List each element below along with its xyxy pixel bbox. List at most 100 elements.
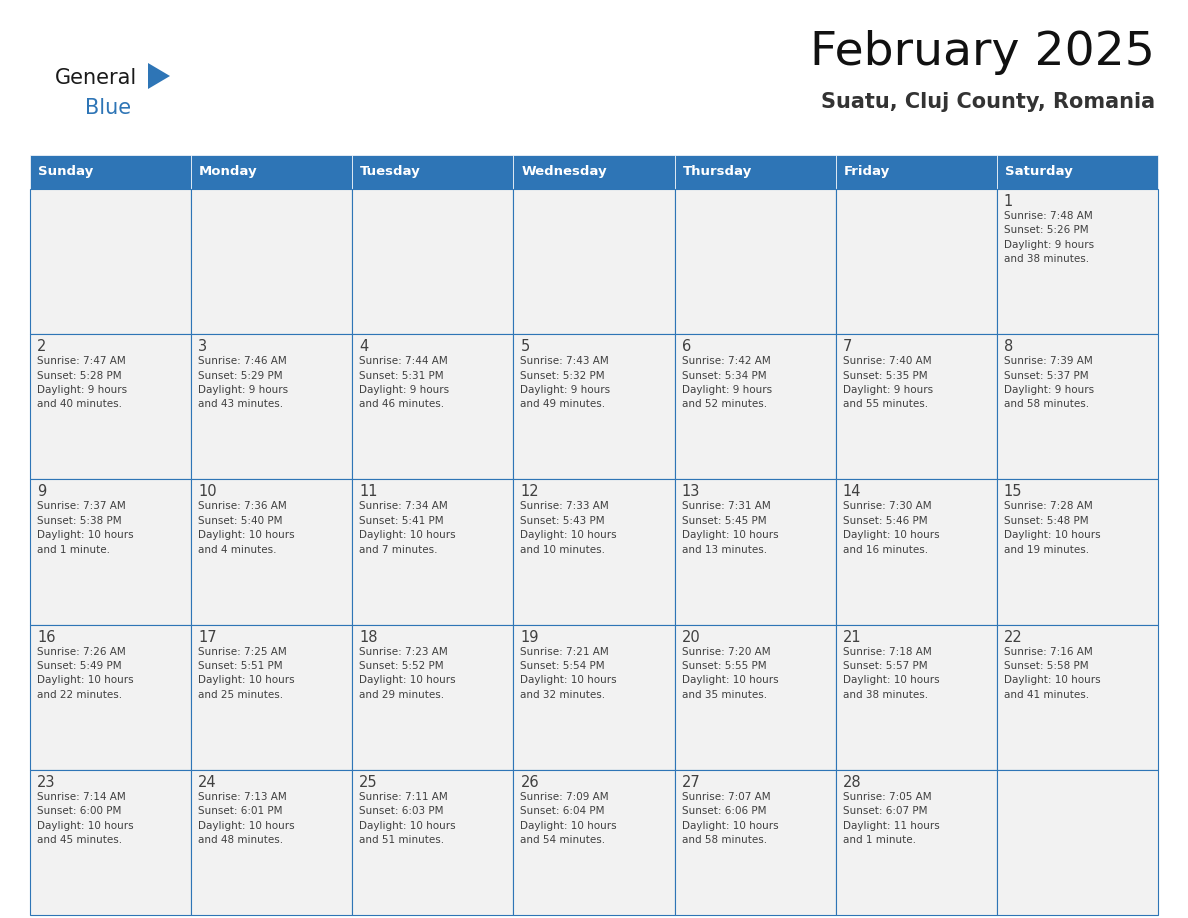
Text: 13: 13 <box>682 485 700 499</box>
Bar <box>997 155 1158 189</box>
Bar <box>30 155 191 189</box>
Text: 23: 23 <box>37 775 56 789</box>
Text: 11: 11 <box>359 485 378 499</box>
Bar <box>191 624 353 770</box>
Text: 3: 3 <box>198 339 207 354</box>
Bar <box>835 624 997 770</box>
Text: 21: 21 <box>842 630 861 644</box>
Text: 28: 28 <box>842 775 861 789</box>
Text: Sunrise: 7:25 AM
Sunset: 5:51 PM
Daylight: 10 hours
and 25 minutes.: Sunrise: 7:25 AM Sunset: 5:51 PM Dayligh… <box>198 646 295 700</box>
Text: 20: 20 <box>682 630 700 644</box>
Bar <box>30 770 191 915</box>
Bar <box>30 334 191 479</box>
Text: 19: 19 <box>520 630 539 644</box>
Text: Sunrise: 7:28 AM
Sunset: 5:48 PM
Daylight: 10 hours
and 19 minutes.: Sunrise: 7:28 AM Sunset: 5:48 PM Dayligh… <box>1004 501 1100 554</box>
Text: Sunrise: 7:36 AM
Sunset: 5:40 PM
Daylight: 10 hours
and 4 minutes.: Sunrise: 7:36 AM Sunset: 5:40 PM Dayligh… <box>198 501 295 554</box>
Bar <box>353 479 513 624</box>
Text: Sunrise: 7:05 AM
Sunset: 6:07 PM
Daylight: 11 hours
and 1 minute.: Sunrise: 7:05 AM Sunset: 6:07 PM Dayligh… <box>842 792 940 845</box>
Text: 22: 22 <box>1004 630 1023 644</box>
Text: Sunrise: 7:11 AM
Sunset: 6:03 PM
Daylight: 10 hours
and 51 minutes.: Sunrise: 7:11 AM Sunset: 6:03 PM Dayligh… <box>359 792 456 845</box>
Text: Sunrise: 7:13 AM
Sunset: 6:01 PM
Daylight: 10 hours
and 48 minutes.: Sunrise: 7:13 AM Sunset: 6:01 PM Dayligh… <box>198 792 295 845</box>
Bar <box>30 189 191 334</box>
Bar <box>513 155 675 189</box>
Bar <box>675 189 835 334</box>
Text: 1: 1 <box>1004 194 1013 209</box>
Bar <box>30 479 191 624</box>
Bar <box>675 624 835 770</box>
Text: Sunrise: 7:14 AM
Sunset: 6:00 PM
Daylight: 10 hours
and 45 minutes.: Sunrise: 7:14 AM Sunset: 6:00 PM Dayligh… <box>37 792 133 845</box>
Bar <box>513 334 675 479</box>
Text: Monday: Monday <box>200 165 258 178</box>
Text: Blue: Blue <box>86 98 131 118</box>
Bar <box>191 189 353 334</box>
Bar <box>997 479 1158 624</box>
Bar <box>513 624 675 770</box>
Text: February 2025: February 2025 <box>810 30 1155 75</box>
Text: Sunrise: 7:46 AM
Sunset: 5:29 PM
Daylight: 9 hours
and 43 minutes.: Sunrise: 7:46 AM Sunset: 5:29 PM Dayligh… <box>198 356 289 409</box>
Bar <box>513 189 675 334</box>
Text: Sunrise: 7:23 AM
Sunset: 5:52 PM
Daylight: 10 hours
and 29 minutes.: Sunrise: 7:23 AM Sunset: 5:52 PM Dayligh… <box>359 646 456 700</box>
Bar <box>835 770 997 915</box>
Text: Friday: Friday <box>843 165 890 178</box>
Text: Sunrise: 7:20 AM
Sunset: 5:55 PM
Daylight: 10 hours
and 35 minutes.: Sunrise: 7:20 AM Sunset: 5:55 PM Dayligh… <box>682 646 778 700</box>
Text: 14: 14 <box>842 485 861 499</box>
Text: Sunrise: 7:31 AM
Sunset: 5:45 PM
Daylight: 10 hours
and 13 minutes.: Sunrise: 7:31 AM Sunset: 5:45 PM Dayligh… <box>682 501 778 554</box>
Bar <box>513 479 675 624</box>
Text: Suatu, Cluj County, Romania: Suatu, Cluj County, Romania <box>821 92 1155 112</box>
Text: 24: 24 <box>198 775 216 789</box>
Bar <box>191 770 353 915</box>
Bar <box>675 770 835 915</box>
Bar <box>835 334 997 479</box>
Bar <box>835 189 997 334</box>
Text: Sunrise: 7:26 AM
Sunset: 5:49 PM
Daylight: 10 hours
and 22 minutes.: Sunrise: 7:26 AM Sunset: 5:49 PM Dayligh… <box>37 646 133 700</box>
Bar <box>675 334 835 479</box>
Bar <box>353 155 513 189</box>
Bar <box>835 155 997 189</box>
Text: 25: 25 <box>359 775 378 789</box>
Text: 5: 5 <box>520 339 530 354</box>
Bar <box>30 624 191 770</box>
Text: Sunrise: 7:09 AM
Sunset: 6:04 PM
Daylight: 10 hours
and 54 minutes.: Sunrise: 7:09 AM Sunset: 6:04 PM Dayligh… <box>520 792 617 845</box>
Bar <box>513 770 675 915</box>
Bar <box>997 334 1158 479</box>
Text: 18: 18 <box>359 630 378 644</box>
Text: 27: 27 <box>682 775 700 789</box>
Text: 2: 2 <box>37 339 46 354</box>
Text: Sunday: Sunday <box>38 165 93 178</box>
Text: 9: 9 <box>37 485 46 499</box>
Text: Sunrise: 7:18 AM
Sunset: 5:57 PM
Daylight: 10 hours
and 38 minutes.: Sunrise: 7:18 AM Sunset: 5:57 PM Dayligh… <box>842 646 940 700</box>
Bar <box>997 624 1158 770</box>
Text: Sunrise: 7:16 AM
Sunset: 5:58 PM
Daylight: 10 hours
and 41 minutes.: Sunrise: 7:16 AM Sunset: 5:58 PM Dayligh… <box>1004 646 1100 700</box>
Text: 17: 17 <box>198 630 216 644</box>
Bar <box>191 479 353 624</box>
Text: Saturday: Saturday <box>1005 165 1073 178</box>
Text: 7: 7 <box>842 339 852 354</box>
Text: General: General <box>55 68 138 88</box>
Bar <box>353 334 513 479</box>
Text: Sunrise: 7:40 AM
Sunset: 5:35 PM
Daylight: 9 hours
and 55 minutes.: Sunrise: 7:40 AM Sunset: 5:35 PM Dayligh… <box>842 356 933 409</box>
Bar <box>353 770 513 915</box>
Bar <box>835 479 997 624</box>
Bar <box>675 155 835 189</box>
Text: Sunrise: 7:30 AM
Sunset: 5:46 PM
Daylight: 10 hours
and 16 minutes.: Sunrise: 7:30 AM Sunset: 5:46 PM Dayligh… <box>842 501 940 554</box>
Text: 15: 15 <box>1004 485 1023 499</box>
Text: 10: 10 <box>198 485 216 499</box>
Bar <box>353 189 513 334</box>
Text: Wednesday: Wednesday <box>522 165 607 178</box>
Bar <box>997 189 1158 334</box>
Text: 8: 8 <box>1004 339 1013 354</box>
Polygon shape <box>148 63 170 89</box>
Text: 4: 4 <box>359 339 368 354</box>
Text: 16: 16 <box>37 630 56 644</box>
Text: Sunrise: 7:07 AM
Sunset: 6:06 PM
Daylight: 10 hours
and 58 minutes.: Sunrise: 7:07 AM Sunset: 6:06 PM Dayligh… <box>682 792 778 845</box>
Bar <box>675 479 835 624</box>
Text: Sunrise: 7:47 AM
Sunset: 5:28 PM
Daylight: 9 hours
and 40 minutes.: Sunrise: 7:47 AM Sunset: 5:28 PM Dayligh… <box>37 356 127 409</box>
Text: Sunrise: 7:33 AM
Sunset: 5:43 PM
Daylight: 10 hours
and 10 minutes.: Sunrise: 7:33 AM Sunset: 5:43 PM Dayligh… <box>520 501 617 554</box>
Text: Tuesday: Tuesday <box>360 165 421 178</box>
Text: Sunrise: 7:39 AM
Sunset: 5:37 PM
Daylight: 9 hours
and 58 minutes.: Sunrise: 7:39 AM Sunset: 5:37 PM Dayligh… <box>1004 356 1094 409</box>
Text: Sunrise: 7:42 AM
Sunset: 5:34 PM
Daylight: 9 hours
and 52 minutes.: Sunrise: 7:42 AM Sunset: 5:34 PM Dayligh… <box>682 356 772 409</box>
Text: 26: 26 <box>520 775 539 789</box>
Text: Thursday: Thursday <box>683 165 752 178</box>
Bar <box>191 334 353 479</box>
Bar <box>997 770 1158 915</box>
